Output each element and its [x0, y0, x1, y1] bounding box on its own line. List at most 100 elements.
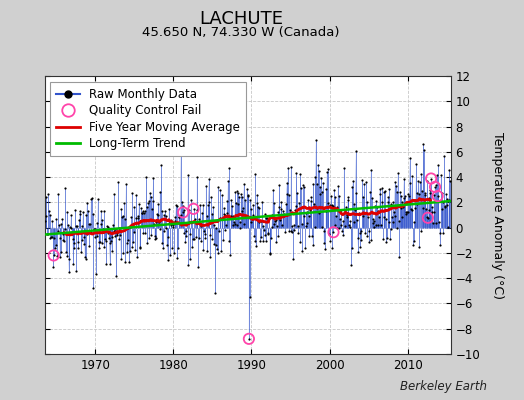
Point	[241, 197, 249, 203]
Point	[232, 222, 241, 228]
Point	[405, 193, 413, 200]
Point	[286, 164, 294, 170]
Point	[49, 264, 57, 270]
Point	[102, 237, 110, 244]
Point	[381, 216, 390, 223]
Point	[123, 240, 132, 246]
Point	[352, 190, 361, 196]
Point	[439, 230, 447, 236]
Point	[288, 223, 297, 230]
Point	[307, 198, 315, 204]
Point	[284, 165, 292, 171]
Point	[162, 242, 171, 248]
Point	[260, 211, 269, 218]
Point	[100, 208, 108, 214]
Point	[401, 193, 409, 200]
Point	[56, 235, 64, 241]
Point	[271, 238, 280, 245]
Point	[372, 222, 380, 228]
Point	[272, 217, 280, 224]
Point	[339, 232, 347, 238]
Point	[86, 221, 94, 227]
Point	[367, 237, 375, 244]
Point	[228, 203, 236, 209]
Point	[275, 204, 283, 210]
Point	[198, 210, 206, 216]
Point	[391, 213, 399, 219]
Point	[151, 234, 160, 241]
Point	[308, 233, 316, 239]
Point	[72, 222, 80, 229]
Point	[90, 226, 98, 232]
Point	[236, 225, 244, 231]
Point	[329, 229, 337, 236]
Point	[322, 186, 331, 192]
Point	[341, 207, 349, 213]
Point	[416, 179, 424, 186]
Point	[62, 208, 71, 215]
Point	[318, 224, 326, 231]
Point	[169, 224, 178, 231]
Point	[341, 223, 350, 230]
Point	[170, 218, 179, 224]
Point	[231, 220, 239, 227]
Point	[154, 201, 162, 207]
Point	[345, 222, 353, 229]
Point	[93, 220, 102, 226]
Point	[179, 209, 188, 216]
Point	[151, 236, 159, 242]
Point	[113, 230, 122, 236]
Point	[326, 202, 334, 208]
Text: 45.650 N, 74.330 W (Canada): 45.650 N, 74.330 W (Canada)	[143, 26, 340, 39]
Point	[296, 171, 304, 178]
Point	[104, 230, 113, 236]
Point	[67, 225, 75, 231]
Point	[364, 214, 372, 220]
Point	[430, 192, 439, 198]
Point	[181, 239, 189, 246]
Point	[274, 209, 282, 215]
Point	[384, 194, 392, 200]
Point	[165, 206, 173, 213]
Point	[291, 203, 300, 209]
Text: LACHUTE: LACHUTE	[199, 10, 283, 28]
Point	[292, 170, 301, 176]
Point	[309, 181, 318, 187]
Point	[122, 249, 130, 256]
Point	[433, 193, 442, 199]
Point	[175, 214, 183, 220]
Point	[183, 172, 192, 178]
Point	[336, 222, 345, 228]
Point	[80, 234, 89, 240]
Point	[224, 178, 232, 184]
Point	[400, 195, 409, 201]
Point	[340, 165, 348, 171]
Point	[67, 212, 75, 218]
Point	[242, 214, 250, 220]
Point	[56, 254, 64, 260]
Point	[221, 212, 230, 218]
Point	[266, 250, 275, 256]
Point	[134, 214, 142, 221]
Point	[207, 194, 215, 200]
Point	[246, 197, 254, 204]
Point	[227, 197, 235, 203]
Point	[212, 242, 220, 248]
Point	[344, 194, 353, 200]
Point	[68, 235, 77, 242]
Point	[130, 204, 138, 210]
Point	[160, 227, 169, 234]
Point	[282, 201, 290, 207]
Point	[271, 218, 279, 224]
Point	[351, 207, 359, 213]
Point	[415, 191, 423, 197]
Point	[41, 230, 49, 237]
Point	[350, 201, 358, 208]
Point	[129, 229, 138, 235]
Point	[161, 213, 170, 220]
Point	[216, 186, 224, 193]
Point	[390, 208, 398, 215]
Point	[403, 209, 411, 216]
Point	[444, 196, 453, 203]
Point	[263, 215, 271, 221]
